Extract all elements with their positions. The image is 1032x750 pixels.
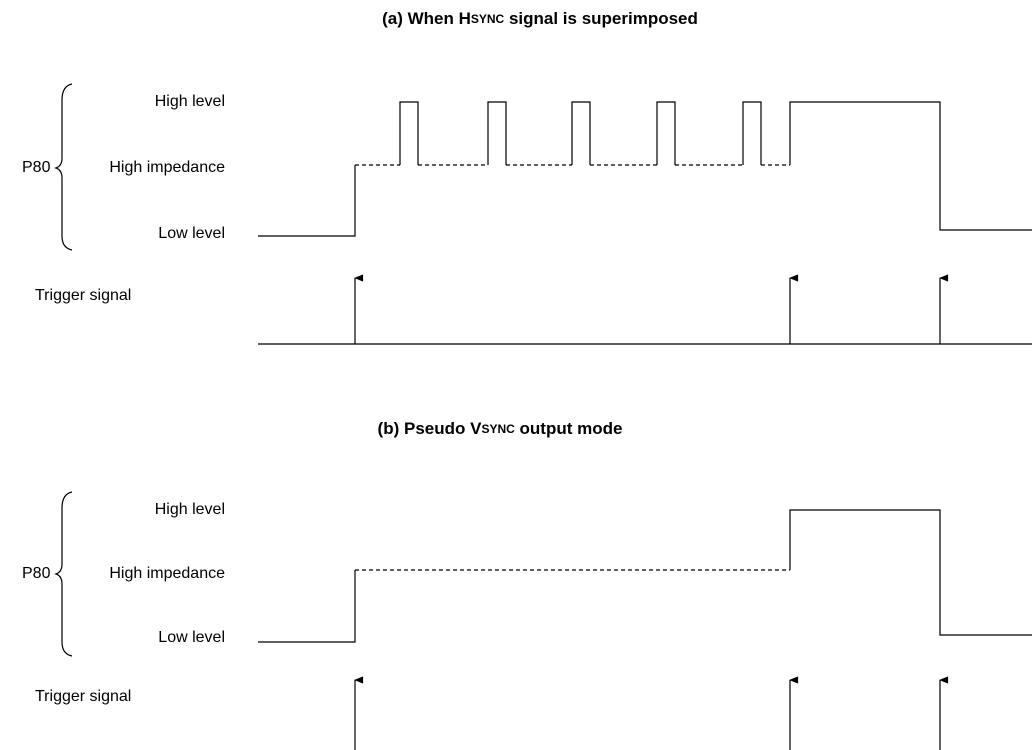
brace: [54, 491, 73, 657]
panel-a: (a) When HSYNC signal is superimposed Hi…: [22, 9, 1032, 345]
panel-b: (b) Pseudo VSYNC output mode High level …: [22, 419, 1032, 750]
trigger-label: Trigger signal: [35, 688, 131, 705]
signal-line: [399, 101, 1032, 231]
signal-name: P80: [22, 565, 51, 582]
level-label: Low level: [158, 629, 225, 646]
trigger-label: Trigger signal: [35, 287, 131, 304]
signal-name: P80: [22, 159, 51, 176]
level-label: High level: [155, 93, 225, 110]
signal-line: [258, 165, 356, 237]
panel-title: (b) Pseudo VSYNC output mode: [378, 419, 623, 438]
level-label: High level: [155, 501, 225, 518]
level-label: Low level: [158, 225, 225, 242]
signal-line: [789, 509, 1032, 636]
brace: [54, 83, 73, 251]
signal-line: [258, 570, 356, 643]
panel-title: (a) When HSYNC signal is superimposed: [382, 9, 698, 28]
level-label: High impedance: [109, 565, 225, 582]
level-label: High impedance: [109, 159, 225, 176]
